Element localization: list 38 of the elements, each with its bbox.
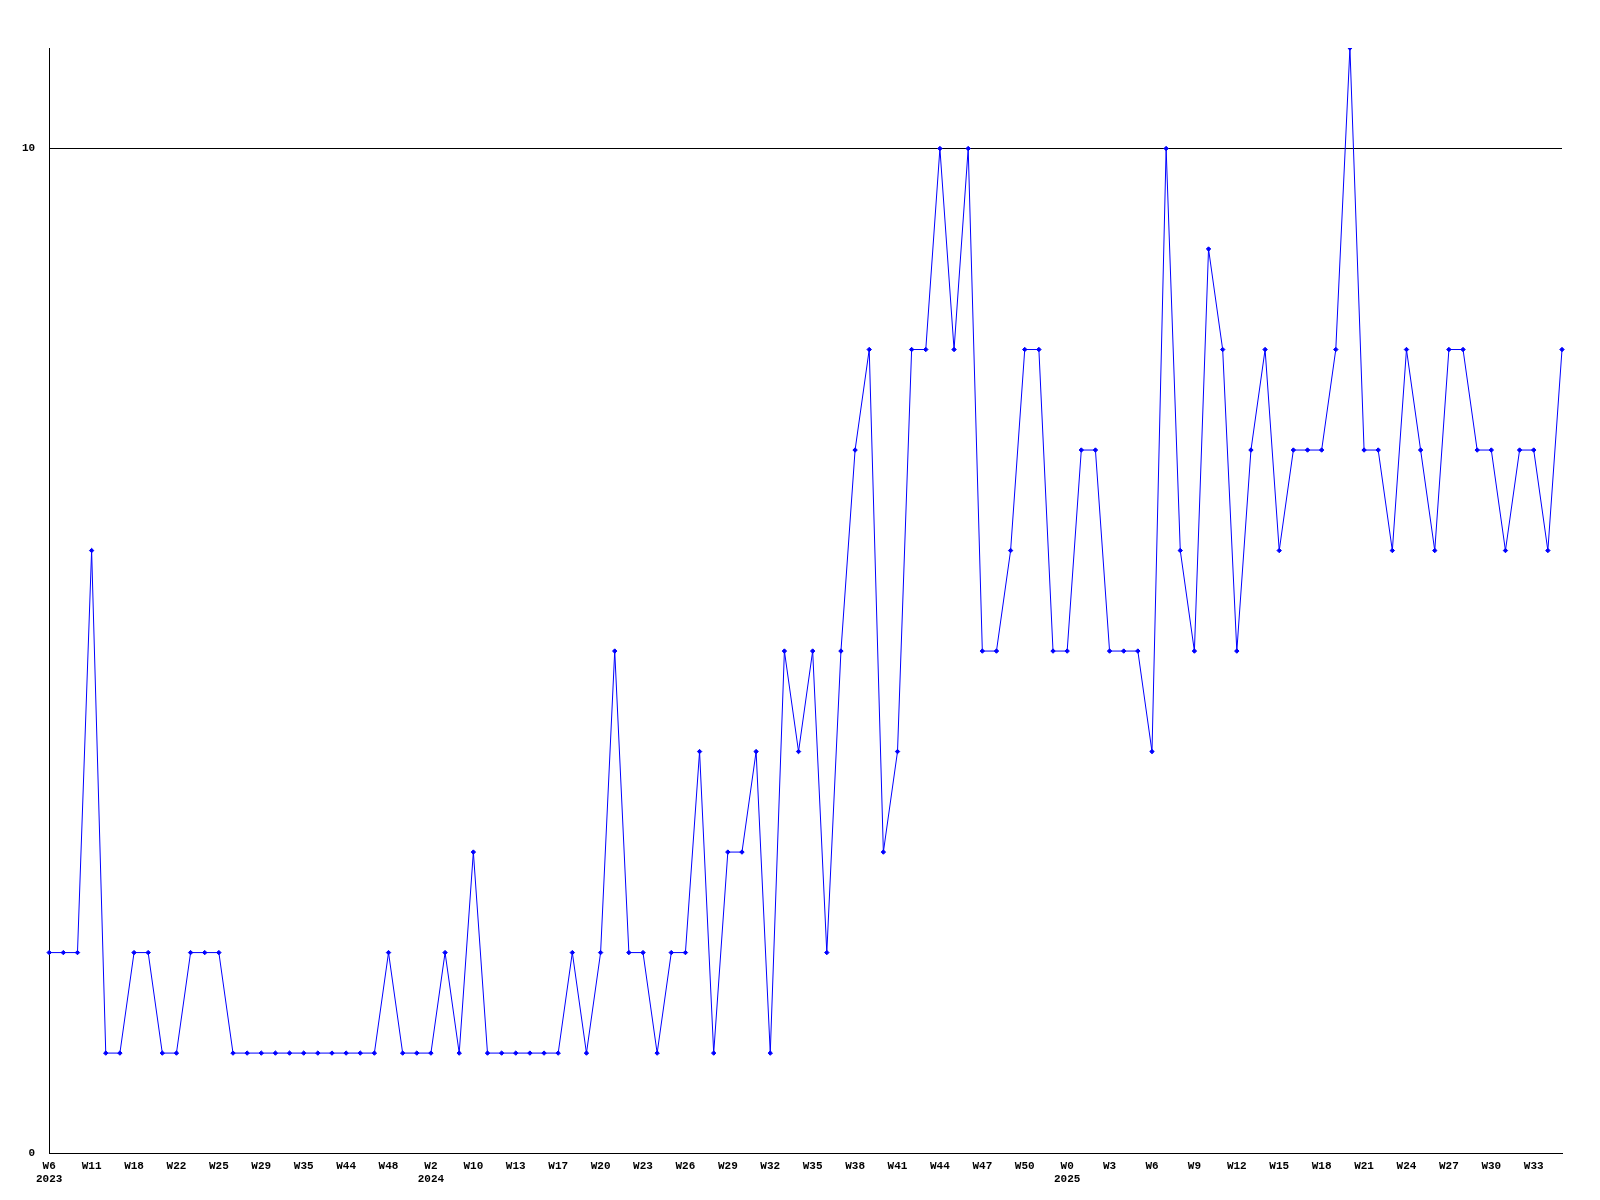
x-tick-label: W13 <box>505 1159 527 1172</box>
x-tick-label: W35 <box>802 1159 823 1172</box>
x-tick-label: W35 <box>293 1159 314 1172</box>
x-tick-label: W20 <box>590 1159 611 1172</box>
x-tick-label: W21 <box>1354 1159 1375 1172</box>
x-tick-label: W2 2024 <box>417 1159 445 1186</box>
x-tick-label: W17 <box>548 1159 569 1172</box>
x-tick-label: W32 <box>760 1159 781 1172</box>
y-tick-label: 0 <box>28 1147 36 1160</box>
x-tick-label: W27 <box>1438 1159 1459 1172</box>
x-tick-label: W23 <box>633 1159 654 1172</box>
x-tick-label: W47 <box>972 1159 993 1172</box>
x-tick-label: W10 <box>463 1159 484 1172</box>
x-tick-label: W6 2023 <box>36 1159 63 1186</box>
x-tick-label: W41 <box>887 1159 908 1172</box>
x-tick-label: W11 <box>81 1159 102 1172</box>
x-tick-label: W44 <box>336 1159 357 1172</box>
x-tick-label: W9 <box>1187 1159 1202 1172</box>
x-tick-label: W18 <box>124 1159 145 1172</box>
x-tick-label: W15 <box>1269 1159 1290 1172</box>
x-tick-label: W33 <box>1523 1159 1545 1172</box>
x-tick-label: W18 <box>1311 1159 1332 1172</box>
x-tick-label: W24 <box>1396 1159 1417 1172</box>
x-tick-label: W12 <box>1226 1159 1247 1172</box>
x-tick-label: W25 <box>208 1159 230 1172</box>
x-tick-label: W30 <box>1481 1159 1502 1172</box>
x-tick-label: W44 <box>930 1159 951 1172</box>
x-tick-label: W3 <box>1102 1159 1117 1172</box>
x-tick-label: W22 <box>166 1159 187 1172</box>
x-tick-label: W6 <box>1145 1159 1159 1172</box>
x-tick-label: W29 <box>717 1159 738 1172</box>
x-tick-label: W50 <box>1014 1159 1035 1172</box>
x-tick-label: W38 <box>845 1159 866 1172</box>
x-tick-label: W0 2025 <box>1053 1159 1081 1186</box>
x-tick-label: W29 <box>251 1159 272 1172</box>
x-tick-label: W48 <box>378 1159 399 1172</box>
x-tick-label: W26 <box>675 1159 696 1172</box>
y-tick-label: 10 <box>22 142 36 155</box>
